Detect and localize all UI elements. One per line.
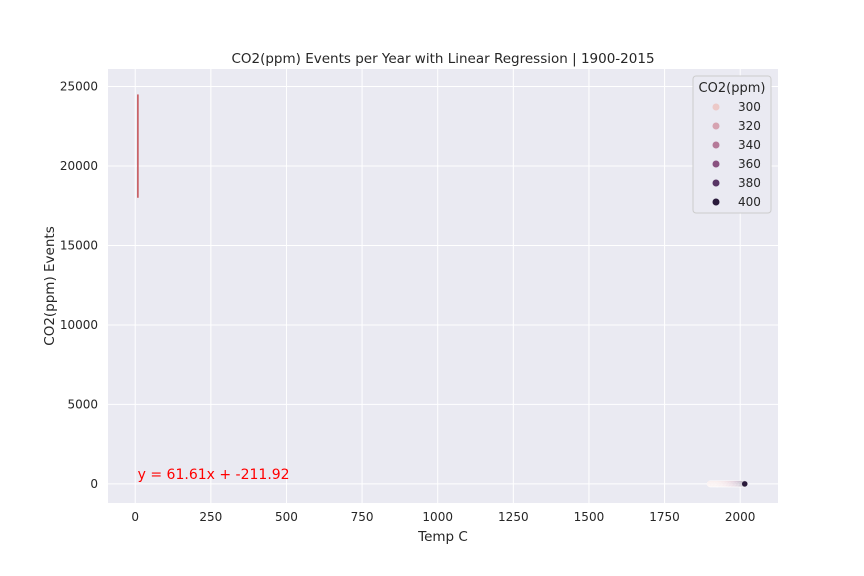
legend-label: 340 (738, 138, 761, 152)
x-tick-label: 250 (199, 510, 222, 524)
legend-label: 360 (738, 157, 761, 171)
y-tick-label: 10000 (60, 318, 98, 332)
legend-box (692, 75, 772, 214)
data-point (741, 480, 748, 488)
legend-marker (712, 122, 720, 130)
x-axis-ticks: 0 250 500 750 1000 1250 1500 1750 2000 (131, 510, 755, 524)
chart-title: CO2(ppm) Events per Year with Linear Reg… (231, 51, 654, 67)
plot-background (108, 69, 778, 503)
legend-marker (712, 103, 720, 111)
y-axis-label: CO2(ppm) Events (42, 226, 58, 345)
grid (108, 69, 778, 503)
x-tick-label: 1750 (649, 510, 680, 524)
x-tick-label: 2000 (725, 510, 756, 524)
x-tick-label: 0 (131, 510, 139, 524)
y-tick-label: 0 (90, 477, 98, 491)
legend-title: CO2(ppm) (699, 81, 766, 96)
legend-marker (712, 160, 720, 168)
x-tick-label: 1250 (498, 510, 529, 524)
y-tick-label: 20000 (60, 159, 98, 173)
legend-label: 300 (738, 100, 761, 114)
legend-marker (712, 198, 720, 206)
y-axis-ticks: 0 5000 10000 15000 20000 25000 (60, 79, 98, 490)
legend-label: 380 (738, 176, 761, 190)
x-tick-label: 1000 (422, 510, 453, 524)
regression-equation: y = 61.61x + -211.92 (138, 467, 290, 483)
x-tick-label: 750 (351, 510, 374, 524)
x-tick-label: 1500 (574, 510, 605, 524)
legend-label: 320 (738, 119, 761, 133)
x-axis-label: Temp C (417, 529, 468, 545)
y-tick-label: 15000 (60, 238, 98, 252)
data-points (706, 480, 748, 488)
legend-marker (712, 141, 720, 149)
x-tick-label: 500 (275, 510, 298, 524)
legend-marker (712, 179, 720, 187)
legend: CO2(ppm) 300 320 340 360 380 400 (692, 75, 772, 214)
y-tick-label: 5000 (67, 397, 98, 411)
y-tick-label: 25000 (60, 79, 98, 93)
legend-label: 400 (738, 195, 761, 209)
